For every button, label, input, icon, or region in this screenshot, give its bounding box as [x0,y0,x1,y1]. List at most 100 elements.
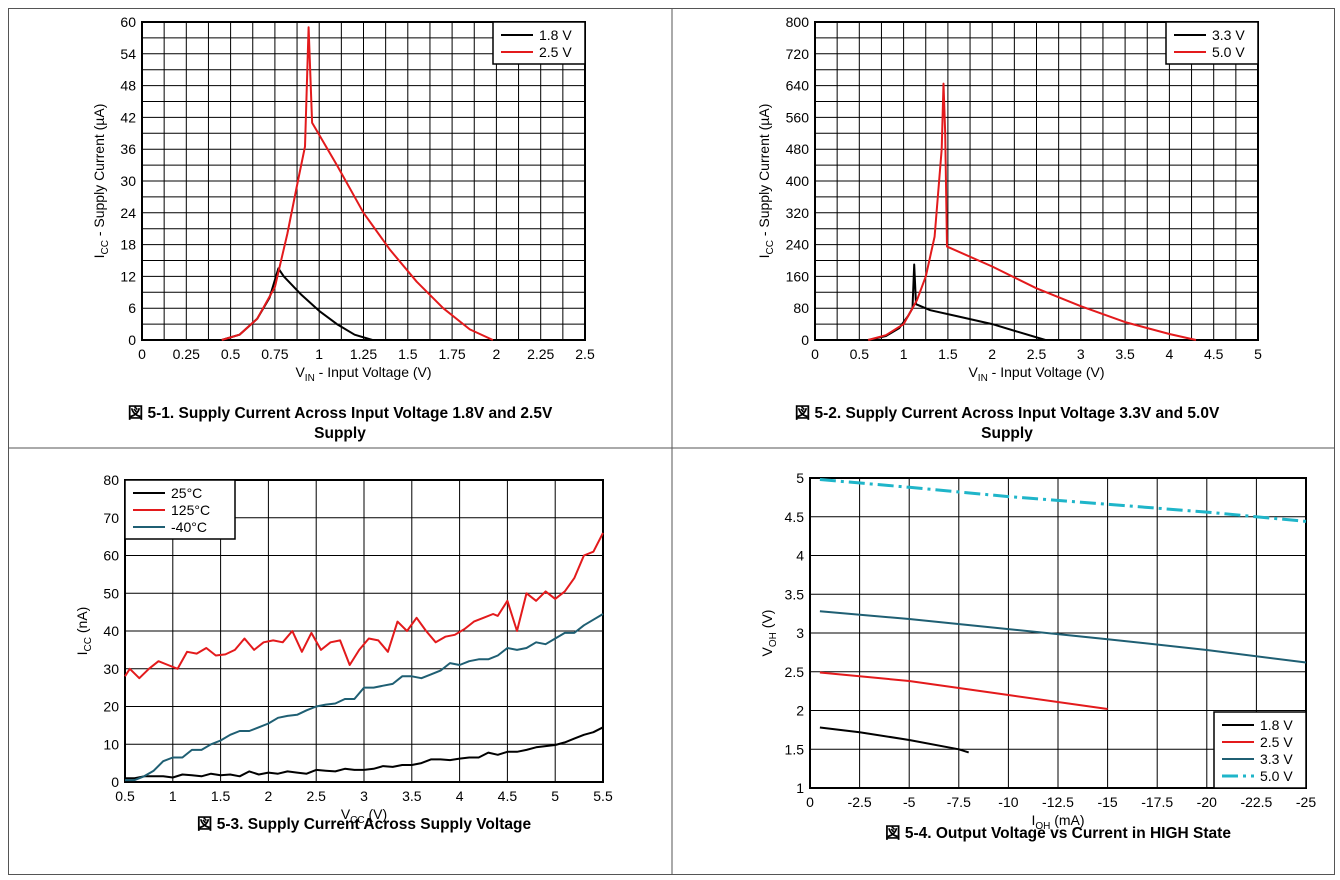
x-axis-label-rest: - Input Voltage (V) [315,364,432,380]
x-tick-label: 2.5 [306,788,326,804]
x-tick-label: -12.5 [1042,794,1074,810]
x-tick-label: 1 [315,346,323,362]
x-tick-label: 5 [1254,346,1262,362]
figure-caption: Supply [981,425,1033,442]
x-tick-label: 0.5 [221,346,241,362]
x-tick-label: 3 [360,788,368,804]
x-tick-label: 0 [806,794,814,810]
x-tick-label: 1.5 [398,346,418,362]
series-line-3 [819,478,1307,523]
x-tick-label: 4 [456,788,464,804]
y-axis-label-rest: (V) [759,610,775,633]
x-axis-label-rest: (mA) [1050,812,1084,828]
y-axis-label-rest: - Supply Current (µA) [91,104,107,240]
y-tick-label: 54 [120,46,136,62]
x-tick-label: 1 [900,346,908,362]
y-axis-label-main: I [91,255,107,259]
x-axis-label-sub: IN [978,373,988,384]
x-tick-label: -5 [903,794,916,810]
y-axis-label-rest: (nA) [74,607,90,637]
grid [815,22,1258,340]
series-line-1 [867,82,1197,341]
x-axis-label-main: V [295,364,305,380]
legend-label-0: 3.3 V [1212,27,1245,43]
y-tick-label: 160 [786,268,810,284]
x-tick-label: 1 [169,788,177,804]
y-axis-label-sub: OH [768,632,779,647]
y-tick-label: 30 [103,661,119,677]
y-axis-label: VOH (V) [759,610,779,657]
y-tick-label: 640 [786,78,810,94]
x-tick-label: 0.5 [850,346,870,362]
figure-5-4: 0 -2.5 -5 -7.5 -10 -12.5 -15 -17.5 -20 -22.5 -25 1 1… [759,470,1316,842]
series-line-2 [125,613,604,782]
x-tick-label: 3.5 [402,788,422,804]
legend-box [1165,21,1259,65]
y-axis-label-rest: - Supply Current (µA) [756,104,772,240]
x-tick-label: -7.5 [947,794,971,810]
x-tick-label: 2.5 [1027,346,1047,362]
panel-borders [8,8,1335,875]
y-tick-label: 70 [103,510,119,526]
x-tick-label: 2 [265,788,273,804]
legend-label-2: -40°C [171,519,207,535]
y-tick-label: 12 [120,268,136,284]
y-tick-label: 4.5 [785,509,805,525]
plot-frame [809,477,1307,789]
x-tick-label: 1.25 [350,346,377,362]
y-axis-label-sub: CC [100,240,111,254]
legend-label-2: 3.3 V [1260,751,1293,767]
y-tick-label: 2 [796,703,804,719]
x-tick-label: 0.75 [261,346,288,362]
x-axis-label-main: V [341,806,351,822]
y-axis-label-main: I [74,651,90,655]
x-axis-label-sub: CC [350,815,364,826]
y-tick-label: 50 [103,585,119,601]
y-axis-label-sub: CC [765,240,776,254]
figure-caption: 図 5-1. Supply Current Across Input Volta… [128,404,553,422]
y-tick-label: 800 [786,14,810,30]
plot-frame [814,21,1259,341]
y-tick-label: 2.5 [785,664,805,680]
x-axis-label: VIN - Input Voltage (V) [295,364,431,384]
x-tick-label: 5 [551,788,559,804]
figure-caption: 図 5-3. Supply Current Across Supply Volt… [197,815,532,833]
x-axis-label: VIN - Input Voltage (V) [968,364,1104,384]
x-axis-label-rest: - Input Voltage (V) [988,364,1105,380]
y-tick-label: 60 [120,14,136,30]
x-axis-label-sub: IN [305,373,315,384]
y-tick-label: 42 [120,109,136,125]
series-line-1 [221,26,494,341]
y-tick-label: 1.5 [785,741,805,757]
x-tick-label: 2 [988,346,996,362]
y-tick-label: 18 [120,237,136,253]
y-tick-label: 40 [103,623,119,639]
x-tick-label: 1.75 [438,346,465,362]
y-tick-label: 0 [128,332,136,348]
y-tick-label: 560 [786,109,810,125]
y-tick-label: 80 [103,472,119,488]
y-axis-label-sub: CC [83,637,94,651]
x-tick-label: 3 [1077,346,1085,362]
legend-label-3: 5.0 V [1260,768,1293,784]
x-tick-label: -25 [1296,794,1316,810]
series-line-2 [819,610,1307,664]
y-tick-label: 10 [103,736,119,752]
grid [125,480,603,782]
figure-caption: 図 5-2. Supply Current Across Input Volta… [795,404,1220,422]
y-axis-label-main: V [759,646,775,656]
x-tick-label: 2.25 [527,346,554,362]
figure-caption: 図 5-4. Output Voltage vs Current in HIGH… [885,824,1231,842]
x-tick-label: 4.5 [498,788,518,804]
y-tick-label: 24 [120,205,136,221]
y-axis-label-main: I [756,255,772,259]
y-axis-label: ICC - Supply Current (µA) [91,104,111,259]
x-axis-label-sub: OH [1035,821,1050,832]
figure-5-3: 0.5 1 1.5 2 2.5 3 3.5 4 4.5 5 5.5 0 10 20 30 40 50 60 70 80… [74,472,613,833]
x-axis-label-main: V [968,364,978,380]
x-tick-label: -10 [998,794,1018,810]
x-tick-label: 5.5 [593,788,613,804]
y-tick-label: 480 [786,141,810,157]
